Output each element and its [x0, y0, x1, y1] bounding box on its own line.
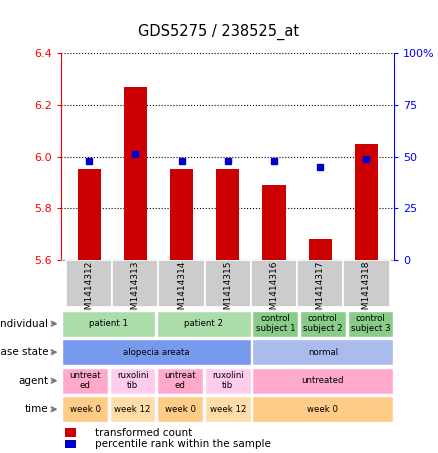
Bar — [124, 87, 147, 260]
Bar — [309, 239, 332, 260]
Text: GDS5275 / 238525_at: GDS5275 / 238525_at — [138, 24, 300, 40]
Bar — [251, 260, 297, 307]
Bar — [252, 311, 298, 337]
Bar — [252, 396, 393, 422]
Text: GSM1414318: GSM1414318 — [362, 261, 371, 322]
Bar — [297, 260, 343, 307]
Bar — [170, 169, 193, 260]
Text: untreat
ed: untreat ed — [164, 371, 196, 390]
Text: control
subject 3: control subject 3 — [350, 314, 390, 333]
Bar — [159, 260, 205, 307]
Bar — [157, 396, 203, 422]
Text: transformed count: transformed count — [95, 428, 192, 438]
Text: GSM1414312: GSM1414312 — [85, 261, 94, 321]
Text: GSM1414317: GSM1414317 — [316, 261, 325, 322]
Text: disease state: disease state — [0, 347, 48, 357]
Bar — [348, 311, 393, 337]
Text: week 0: week 0 — [307, 405, 339, 414]
Bar — [110, 368, 155, 394]
Bar — [343, 260, 389, 307]
Bar — [65, 429, 76, 437]
Text: week 0: week 0 — [165, 405, 196, 414]
Bar — [157, 368, 203, 394]
Bar — [252, 368, 393, 394]
Bar — [205, 396, 251, 422]
Text: patient 1: patient 1 — [89, 319, 128, 328]
Bar — [65, 439, 76, 448]
Text: normal: normal — [308, 348, 338, 357]
Bar — [78, 169, 101, 260]
Bar — [355, 144, 378, 260]
Bar — [252, 339, 393, 365]
Bar — [262, 185, 286, 260]
Text: GSM1414314: GSM1414314 — [177, 261, 186, 321]
Text: patient 2: patient 2 — [184, 319, 223, 328]
Text: GSM1414313: GSM1414313 — [131, 261, 140, 322]
Bar — [216, 169, 239, 260]
Text: untreated: untreated — [302, 376, 344, 385]
Text: GSM1414316: GSM1414316 — [269, 261, 279, 322]
Text: alopecia areata: alopecia areata — [123, 348, 190, 357]
Text: GSM1414315: GSM1414315 — [223, 261, 232, 322]
Text: ruxolini
tib: ruxolini tib — [212, 371, 244, 390]
Text: individual: individual — [0, 318, 48, 329]
Bar — [62, 368, 108, 394]
Bar — [62, 396, 108, 422]
Text: time: time — [25, 404, 48, 414]
Bar — [300, 311, 346, 337]
Bar — [205, 368, 251, 394]
Bar — [66, 260, 112, 307]
Text: percentile rank within the sample: percentile rank within the sample — [95, 439, 271, 449]
Bar — [110, 396, 155, 422]
Bar — [157, 311, 251, 337]
Text: control
subject 1: control subject 1 — [255, 314, 295, 333]
Text: week 0: week 0 — [70, 405, 101, 414]
Text: untreat
ed: untreat ed — [69, 371, 101, 390]
Bar — [62, 311, 155, 337]
Text: week 12: week 12 — [114, 405, 151, 414]
Text: week 12: week 12 — [209, 405, 246, 414]
Bar — [205, 260, 251, 307]
Bar — [112, 260, 159, 307]
Text: agent: agent — [18, 376, 48, 386]
Bar — [62, 339, 251, 365]
Text: ruxolini
tib: ruxolini tib — [117, 371, 148, 390]
Text: control
subject 2: control subject 2 — [303, 314, 343, 333]
